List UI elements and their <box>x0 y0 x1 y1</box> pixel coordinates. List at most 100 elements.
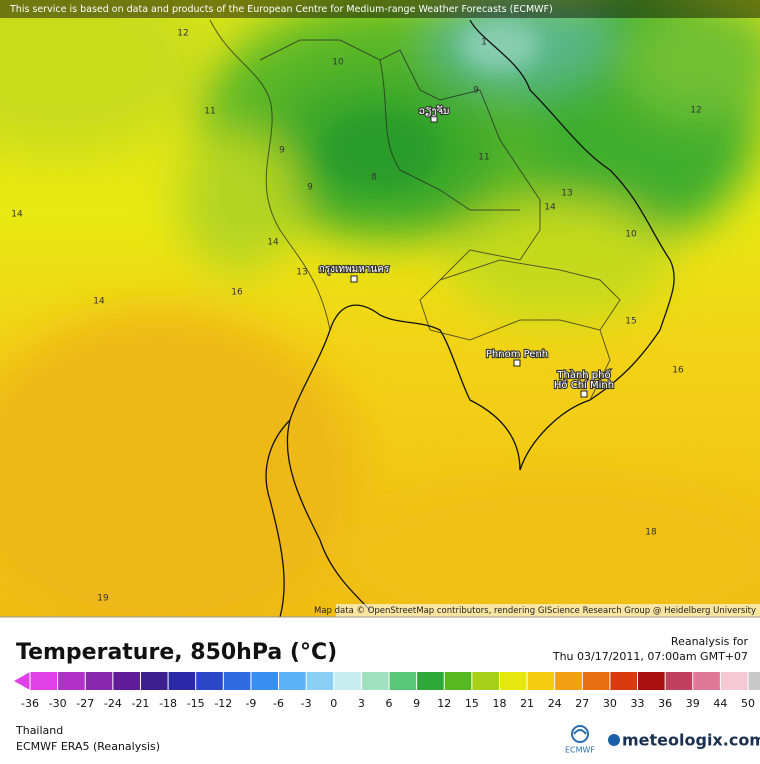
contour-label: 13 <box>561 189 572 199</box>
colorbar-tick-label: -3 <box>301 697 312 710</box>
map: 121019121198119131410141413161415161819 … <box>0 0 760 617</box>
ecmwf-label: ECMWF <box>565 746 595 755</box>
coastlines <box>265 19 675 617</box>
colorbar-tick-label: 30 <box>603 697 617 710</box>
colorbar-tick-label: -9 <box>245 697 256 710</box>
colorbar-segment <box>527 672 556 690</box>
colorbar-tick-label: -6 <box>273 697 284 710</box>
colorbar-segment <box>609 672 639 690</box>
colorbar-segment <box>416 672 445 690</box>
contour-label: 11 <box>204 107 215 117</box>
colorbar-tick-label: 3 <box>358 697 365 710</box>
colorbar-tick-label: -27 <box>76 697 94 710</box>
colorbar-segment <box>444 672 473 690</box>
colorbar-tick-label: -36 <box>21 697 39 710</box>
contour-label: 14 <box>267 238 279 248</box>
colorbar-segment <box>389 672 418 690</box>
attribution-bar <box>336 604 760 617</box>
contour-label: 9 <box>473 86 479 96</box>
city-label: กรุงเทพมหานคร <box>319 264 390 275</box>
colorbar-segment <box>85 672 114 690</box>
run-label: Reanalysis for <box>671 635 749 648</box>
contour-label: 12 <box>177 29 188 39</box>
colorbar-segment <box>499 672 528 690</box>
colorbar-tick-label: -21 <box>131 697 149 710</box>
contour-label: 1 <box>481 38 487 48</box>
colorbar-tick-label: 39 <box>686 697 700 710</box>
brand: meteologix.com <box>622 731 760 750</box>
contour-label: 9 <box>307 183 313 193</box>
city-label: Phnom Penh <box>486 349 548 360</box>
colorbar-arrow-right <box>748 672 758 690</box>
colorbar-segment <box>361 672 390 690</box>
contour-label: 16 <box>672 366 684 376</box>
notice: This service is based on data and produc… <box>9 4 553 15</box>
contour-label: 18 <box>645 528 657 538</box>
contour-label: 13 <box>296 268 307 278</box>
colorbar-segment <box>720 672 749 690</box>
contour-label: 14 <box>544 203 556 213</box>
colorbar-segment <box>112 672 141 690</box>
colorbar-segment <box>582 672 611 690</box>
contour-label: 8 <box>371 173 377 183</box>
model: ECMWF ERA5 (Reanalysis) <box>16 740 160 753</box>
attribution: Map data © OpenStreetMap contributors, r… <box>314 606 756 616</box>
city-label: ວຽງຈັນ <box>419 104 450 117</box>
contour-label: 10 <box>625 230 637 240</box>
contour-label: 14 <box>11 210 23 220</box>
colorbar-segment <box>168 672 197 690</box>
colorbar-tick-label: -18 <box>159 697 177 710</box>
colorbar-segment <box>250 672 280 690</box>
contour-label: 11 <box>478 153 489 163</box>
colorbar-tick-label: 27 <box>575 697 589 710</box>
colorbar-segment <box>554 672 583 690</box>
colorbar-tick-label: 18 <box>492 697 506 710</box>
colorbar-tick-label: -15 <box>187 697 205 710</box>
contour-label: 19 <box>97 594 109 604</box>
contour-label: 16 <box>231 288 243 298</box>
city-label: Hồ Chí Minh <box>554 379 614 391</box>
notice-bar <box>0 0 760 18</box>
contour-label: 15 <box>625 317 636 327</box>
colorbar-tick-label: 21 <box>520 697 534 710</box>
colorbar-tick-label: 6 <box>386 697 393 710</box>
colorbar-tick-label: 44 <box>713 697 727 710</box>
borders <box>209 19 621 401</box>
colorbar-segment <box>665 672 694 690</box>
colorbar-segment <box>278 672 307 690</box>
colorbar-arrow-left <box>14 672 30 690</box>
city-marker <box>430 115 438 123</box>
colorbar-tick-label: -12 <box>214 697 232 710</box>
colorbar-segment <box>637 672 666 690</box>
colorbar-tick-label: 50 <box>741 697 755 710</box>
city-marker <box>513 359 521 367</box>
brand-icon <box>608 734 620 746</box>
colorbar-segment <box>471 672 500 690</box>
colorbar: -36 -30 -27 -24 -21 -18 -15 -12 -9 -6 -3 0 3 6 9 12 15 18… <box>14 672 760 710</box>
contour-label: 12 <box>690 106 701 116</box>
colorbar-tick-label: 33 <box>631 697 645 710</box>
city-label: Thành phố <box>556 369 610 381</box>
colorbar-tick-label: -24 <box>104 697 122 710</box>
colorbar-segment <box>57 672 86 690</box>
region: Thailand <box>15 724 63 737</box>
colorbar-tick-label: 24 <box>548 697 562 710</box>
run-time: Thu 03/17/2011, 07:00am GMT+07 <box>552 650 748 663</box>
colorbar-segment <box>195 672 224 690</box>
city-marker <box>350 275 358 283</box>
colorbar-segment <box>223 672 252 690</box>
contour-label: 10 <box>332 58 344 68</box>
colorbar-segment <box>30 672 59 690</box>
colorbar-tick-label: 12 <box>437 697 451 710</box>
colorbar-segment <box>140 672 169 690</box>
contour-label: 14 <box>93 297 105 307</box>
colorbar-tick-label: 9 <box>413 697 420 710</box>
colorbar-tick-label: 15 <box>465 697 479 710</box>
city-marker <box>580 390 588 398</box>
colorbar-segment <box>306 672 335 690</box>
colorbar-tick-label: 0 <box>330 697 337 710</box>
ecmwf-logo: ECMWF <box>565 725 595 755</box>
colorbar-tick-label: 36 <box>658 697 672 710</box>
